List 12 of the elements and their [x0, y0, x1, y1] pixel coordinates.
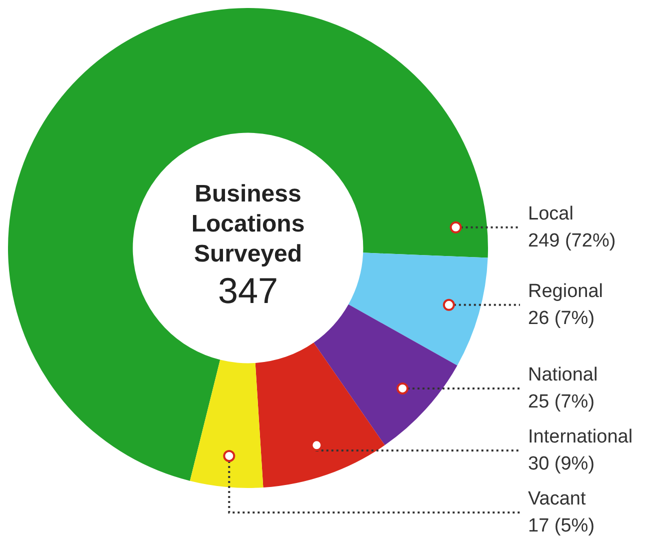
text: 347: [218, 270, 278, 311]
slice-label: National: [528, 364, 598, 386]
slice-label: Local: [528, 204, 574, 225]
text: Business Locations Surveyed: [191, 180, 305, 268]
data-label: 25 (7%): [528, 392, 595, 413]
data-label: 249 (72%): [528, 230, 616, 252]
slice-label: International: [528, 426, 633, 448]
data-label: 30 (9%): [528, 454, 595, 475]
data-label: 26 (7%): [528, 308, 595, 330]
slice-label: Regional: [528, 281, 603, 302]
data-label: 17 (5%): [528, 516, 595, 537]
slice-label: Vacant: [528, 488, 586, 510]
